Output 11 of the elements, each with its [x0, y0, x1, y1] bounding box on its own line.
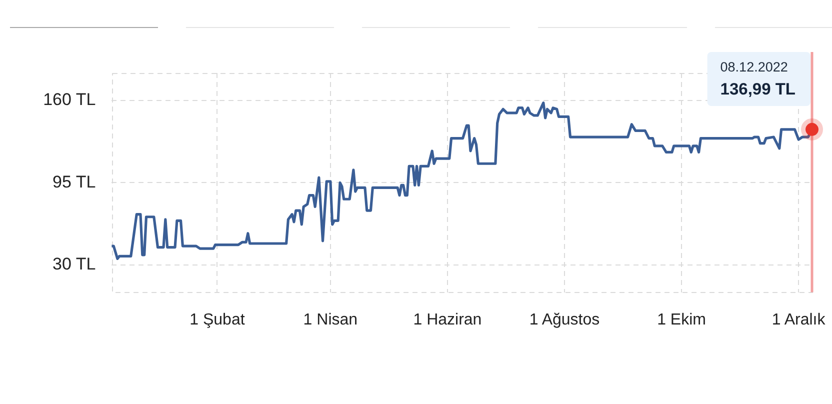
x-tick-label: 1 Nisan: [303, 311, 358, 328]
y-tick-label: 95 TL: [52, 172, 96, 192]
y-tick-label: 160 TL: [43, 90, 96, 109]
y-tick-label: 30 TL: [52, 254, 96, 274]
x-tick-label: 1 Ağustos: [529, 311, 600, 328]
x-tick-label: 1 Şubat: [190, 311, 246, 328]
x-tick-label: 1 Aralık: [772, 311, 826, 328]
annotation: 136,99 TL: [720, 80, 796, 99]
x-tick-label: 1 Haziran: [413, 311, 482, 328]
x-tick-label: 1 Ekim: [657, 311, 706, 328]
annotation: 08.12.2022: [720, 60, 788, 75]
